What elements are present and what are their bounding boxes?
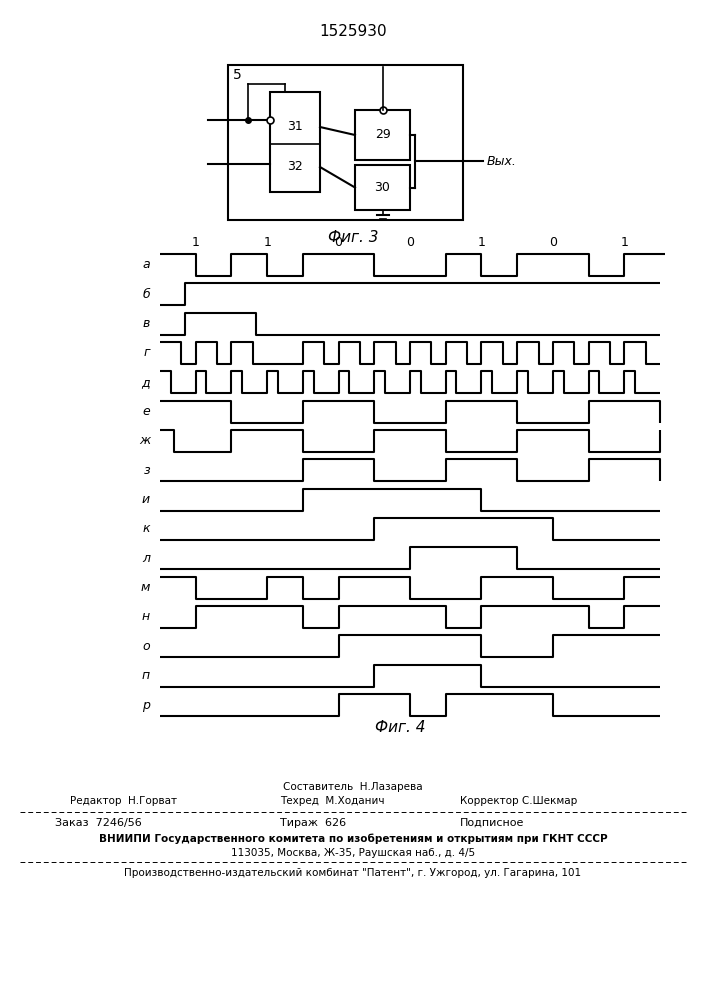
Text: Корректор С.Шекмар: Корректор С.Шекмар <box>460 796 577 806</box>
Text: 1: 1 <box>263 236 271 249</box>
Bar <box>270 92 320 192</box>
Text: и: и <box>142 493 150 506</box>
Text: ж: ж <box>139 434 150 448</box>
Text: ВНИИПИ Государственного комитета по изобретениям и открытиям при ГКНТ СССР: ВНИИПИ Государственного комитета по изоб… <box>99 834 607 844</box>
Text: к: к <box>143 522 150 536</box>
Bar <box>355 165 410 210</box>
Text: Редактор  Н.Горват: Редактор Н.Горват <box>70 796 177 806</box>
Text: 1: 1 <box>477 236 486 249</box>
Text: 32: 32 <box>287 160 303 174</box>
Bar <box>228 65 463 220</box>
Bar <box>355 110 410 160</box>
Text: Подписное: Подписное <box>460 818 525 828</box>
Text: Техред  М.Ходанич: Техред М.Ходанич <box>280 796 385 806</box>
Text: в: в <box>143 317 150 330</box>
Text: 0: 0 <box>334 236 343 249</box>
Text: е: е <box>142 405 150 418</box>
Text: л: л <box>142 552 150 565</box>
Text: Фиг. 3: Фиг. 3 <box>328 231 378 245</box>
Text: Тираж  626: Тираж 626 <box>280 818 346 828</box>
Text: Производственно-издательский комбинат "Патент", г. Ужгород, ул. Гагарина, 101: Производственно-издательский комбинат "П… <box>124 868 582 878</box>
Text: 0: 0 <box>406 236 414 249</box>
Text: о: о <box>142 640 150 653</box>
Text: 31: 31 <box>287 120 303 133</box>
Text: Составитель  Н.Лазарева: Составитель Н.Лазарева <box>284 782 423 792</box>
Text: з: з <box>144 464 150 477</box>
Text: р: р <box>142 698 150 712</box>
Text: н: н <box>142 610 150 624</box>
Text: 1525930: 1525930 <box>319 24 387 39</box>
Text: 30: 30 <box>375 181 390 194</box>
Text: б: б <box>142 288 150 301</box>
Text: д: д <box>141 376 150 389</box>
Text: 113035, Москва, Ж-35, Раушская наб., д. 4/5: 113035, Москва, Ж-35, Раушская наб., д. … <box>231 848 475 858</box>
Text: г: г <box>144 347 150 360</box>
Text: 1: 1 <box>192 236 199 249</box>
Text: 0: 0 <box>549 236 557 249</box>
Text: Вых.: Вых. <box>487 155 517 168</box>
Text: а: а <box>142 258 150 271</box>
Text: 5: 5 <box>233 68 242 82</box>
Text: 1: 1 <box>620 236 629 249</box>
Text: Заказ  7246/56: Заказ 7246/56 <box>55 818 141 828</box>
Text: п: п <box>142 669 150 682</box>
Text: 29: 29 <box>375 128 390 141</box>
Text: м: м <box>141 581 150 594</box>
Text: Фиг. 4: Фиг. 4 <box>375 720 425 736</box>
